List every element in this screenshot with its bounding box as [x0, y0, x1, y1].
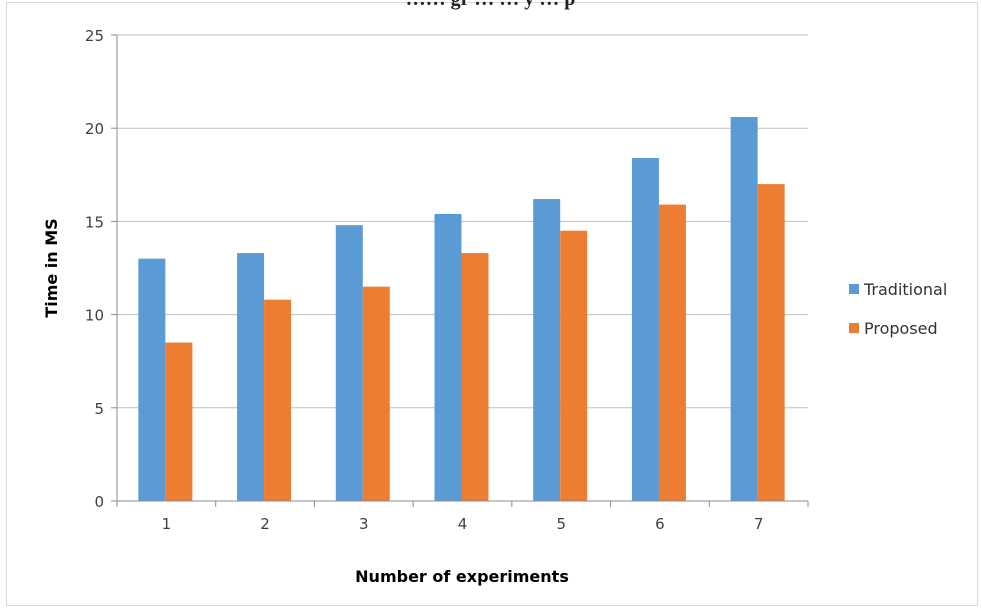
x-tick-label: 4 [458, 515, 468, 533]
bars [138, 117, 785, 502]
bar-proposed-4 [461, 253, 489, 501]
chart-title-text: …… gr … … y … p [0, 0, 981, 10]
x-axis-title: Number of experiments [355, 567, 569, 586]
bar-traditional-1 [138, 258, 166, 501]
y-tick-labels: 0 5 10 15 20 25 [85, 27, 104, 511]
y-tick-label: 25 [85, 27, 104, 45]
bar-traditional-6 [631, 158, 659, 502]
x-tick-label: 5 [556, 515, 566, 533]
legend-swatch-proposed [849, 323, 859, 333]
bar-traditional-7 [730, 117, 758, 502]
bar-proposed-1 [165, 342, 193, 501]
y-tick-label: 20 [85, 120, 104, 138]
x-tick-labels: 1 2 3 4 5 6 7 [162, 515, 764, 533]
y-tick-label: 5 [94, 400, 104, 418]
y-axis-title: Time in MS [42, 218, 61, 317]
x-tick-label: 7 [754, 515, 764, 533]
x-tick-label: 3 [359, 515, 369, 533]
legend-label-proposed: Proposed [864, 319, 938, 338]
bar-traditional-5 [533, 199, 561, 502]
chart-title: …… gr … … y … p [0, 0, 981, 10]
x-tick-label: 2 [260, 515, 270, 533]
axes [111, 34, 809, 507]
bar-traditional-2 [237, 253, 265, 501]
legend-label-traditional: Traditional [863, 280, 947, 299]
bar-proposed-3 [362, 286, 390, 501]
bar-proposed-5 [560, 230, 588, 501]
bar-traditional-3 [335, 225, 363, 502]
chart-frame [6, 2, 978, 606]
x-tick-label: 6 [655, 515, 665, 533]
legend: Traditional Proposed [849, 280, 947, 338]
bar-proposed-2 [264, 299, 292, 501]
bar-traditional-4 [434, 213, 462, 501]
bar-proposed-7 [757, 184, 785, 501]
legend-swatch-traditional [849, 284, 859, 294]
y-tick-label: 10 [85, 307, 104, 325]
y-tick-label: 0 [94, 493, 104, 511]
y-tick-label: 15 [85, 213, 104, 231]
x-tick-label: 1 [162, 515, 172, 533]
bar-proposed-6 [658, 204, 686, 501]
